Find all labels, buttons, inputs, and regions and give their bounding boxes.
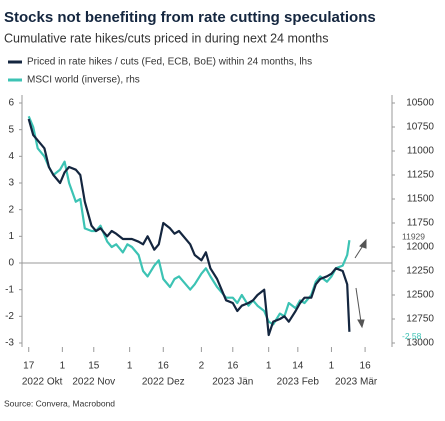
x-group-label: 2023 Feb [277,377,320,388]
x-tick-label: 15 [88,361,100,372]
y-tick-label: 2 [8,204,14,215]
y2-tick-label: 12000 [406,242,434,253]
end-value-label: -2.58 [402,331,422,341]
x-tick-label: 16 [360,361,372,372]
x-group-label: 2022 Dez [142,377,185,388]
y2-tick-label: 12250 [406,266,434,277]
series-line [27,115,351,326]
y-tick-label: 0 [8,258,14,269]
end-value-label: 11929 [402,231,425,241]
source: Source: Convera, Macrobond [4,398,115,408]
y2-tick-label: 13000 [406,338,434,349]
x-tick-label: 2 [199,361,205,372]
y-tick-label: 4 [8,151,14,162]
x-tick-label: 16 [227,361,239,372]
x-tick-label: 16 [158,361,170,372]
x-tick-label: 1 [329,361,335,372]
x-tick-label: 1 [266,361,272,372]
y-tick-label: 3 [8,178,14,189]
y-tick-label: -3 [5,338,14,349]
y2-tick-label: 11500 [407,194,435,205]
y2-tick-label: 10750 [406,122,434,133]
chart-subtitle: Cumulative rate hikes/cuts priced in dur… [4,31,328,45]
legend-label: Priced in rate hikes / cuts (Fed, ECB, B… [27,57,312,68]
x-tick-label: 17 [23,361,35,372]
arrows [354,238,367,329]
x-group-label: 2022 Okt [22,377,63,388]
x-tick-label: 1 [60,361,66,372]
series-line [27,118,351,337]
chart-title: Stocks not benefiting from rate cutting … [4,9,376,26]
x-tick-label: 14 [292,361,304,372]
y2-tick-label: 11250 [407,170,435,181]
y-tick-label: -2 [5,311,14,322]
legend-label: MSCI world (inverse), rhs [27,75,140,86]
y-tick-label: 1 [8,231,14,242]
y2-tick-label: 12750 [406,314,434,325]
x-tick-label: 1 [127,361,133,372]
y2-tick-label: 11000 [407,146,435,157]
y-tick-label: -1 [5,284,14,295]
y2-tick-label: 12500 [406,290,434,301]
x-group-label: 2022 Nov [72,377,115,388]
x-group-label: 2023 Jän [212,377,253,388]
y-tick-label: 6 [8,98,14,109]
y2-tick-label: 10500 [406,98,434,109]
y2-tick-label: 11750 [407,218,435,229]
y-tick-label: 5 [8,124,14,135]
x-group-label: 2023 Mär [335,377,378,388]
